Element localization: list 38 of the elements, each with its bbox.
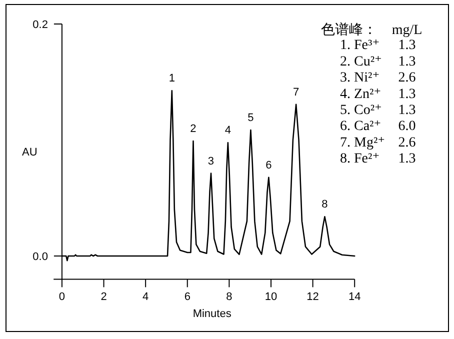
x-tick-label: 14 xyxy=(348,291,361,304)
annotation: 6. Ca²⁺ xyxy=(340,119,382,134)
y-tick-label: 0.2 xyxy=(32,19,48,31)
x-tick-label: 0 xyxy=(58,291,66,304)
y-axis-title: AU xyxy=(22,146,38,159)
x-axis-title: Minutes xyxy=(192,308,232,320)
annotation: 2.6 xyxy=(398,135,416,150)
annotation: 2.6 xyxy=(398,70,416,86)
annotation: 5. Co²⁺ xyxy=(340,103,382,118)
annotation: 1. Fe³⁺ xyxy=(340,38,380,54)
peak-label: 7 xyxy=(293,86,300,98)
annotation: 1.3 xyxy=(398,38,416,54)
x-tick-label: 8 xyxy=(226,291,232,304)
peak-label: 3 xyxy=(208,155,214,168)
annotation: 6.0 xyxy=(398,119,416,134)
annotation: 1.3 xyxy=(398,86,416,102)
annotation: 1.3 xyxy=(398,152,416,167)
annotation: 3. Ni²⁺ xyxy=(340,70,380,86)
x-tick-label: 6 xyxy=(184,291,190,304)
annotation: 4. Zn²⁺ xyxy=(340,86,382,102)
annotation: 2. Cu²⁺ xyxy=(340,54,382,70)
x-tick-label: 10 xyxy=(264,291,278,304)
peak-label: 2 xyxy=(190,123,196,136)
x-tick-label: 12 xyxy=(306,291,319,304)
peak-label: 8 xyxy=(322,198,328,211)
annotation: 7. Mg²⁺ xyxy=(340,135,386,150)
peak-label: 5 xyxy=(248,112,254,124)
annotation: mg/L xyxy=(392,23,422,38)
peak-label: 1 xyxy=(168,72,175,85)
annotation: 1.3 xyxy=(398,103,416,118)
annotation: 色谱峰： xyxy=(321,23,377,38)
x-tick-label: 2 xyxy=(100,291,107,304)
annotation: 1.3 xyxy=(398,54,416,70)
peak-label: 4 xyxy=(224,124,231,137)
annotation: 8. Fe²⁺ xyxy=(340,152,380,167)
x-tick-label: 4 xyxy=(142,291,149,304)
peak-label: 6 xyxy=(266,159,272,172)
y-tick-label: 0.0 xyxy=(32,251,48,263)
